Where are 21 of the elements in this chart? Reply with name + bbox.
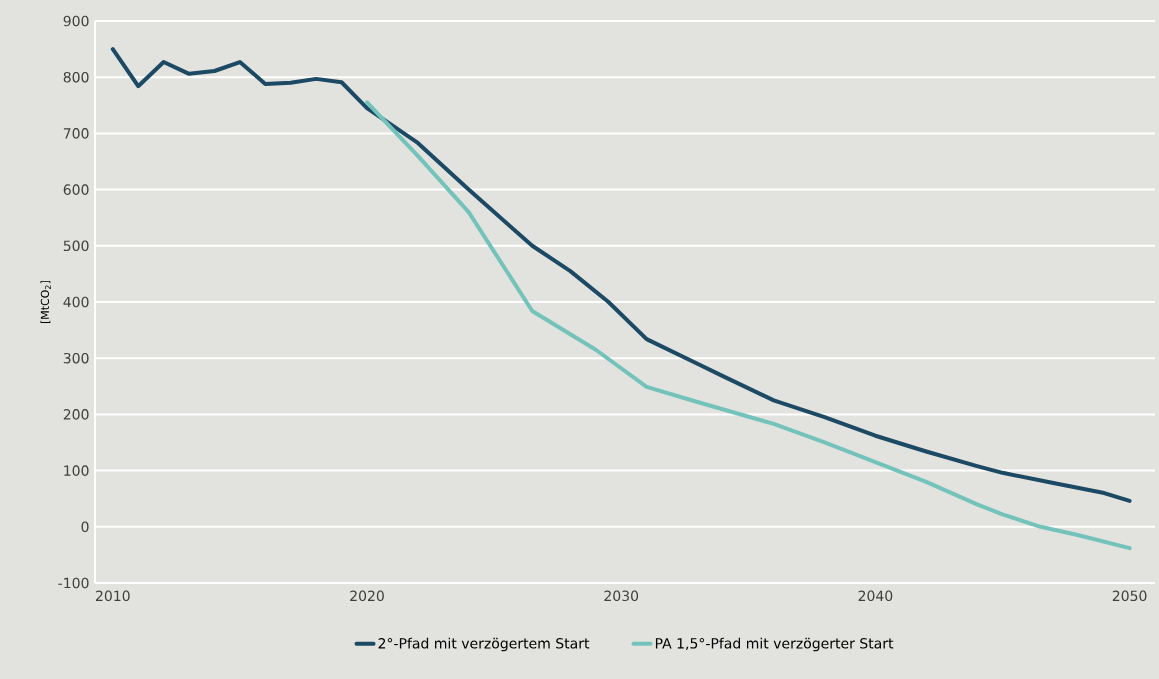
y-tick-label: 900: [63, 15, 89, 27]
y-tick-label: 200: [63, 409, 89, 420]
y-tick-label: 800: [63, 71, 89, 83]
x-tick-label: 2010: [96, 590, 130, 602]
line-series: [110, 47, 1132, 503]
x-tick-label: 2030: [604, 590, 639, 602]
x-tick-label: 2040: [858, 590, 893, 602]
y-tick-label: 600: [63, 184, 89, 195]
legend-label: 2°-Pfad mit verzögertem Start: [378, 637, 590, 652]
y-tick-label: 400: [63, 296, 89, 308]
y-axis-title: [MtCO$_{2}$]: [40, 280, 51, 324]
y-tick-label: 300: [63, 352, 89, 364]
y-tick-label: -100: [58, 577, 89, 589]
y-tick-label: 500: [63, 240, 89, 252]
y-tick-label: 0: [81, 521, 89, 533]
y-tick-label: 700: [63, 128, 89, 139]
x-tick-label: 2050: [1112, 590, 1147, 602]
x-tick-label: 2020: [350, 590, 384, 602]
legend-label: PA 1,5°-Pfad mit verzögerter Start: [655, 637, 894, 652]
line-series: [365, 100, 1132, 551]
y-tick-label: 100: [64, 465, 89, 476]
